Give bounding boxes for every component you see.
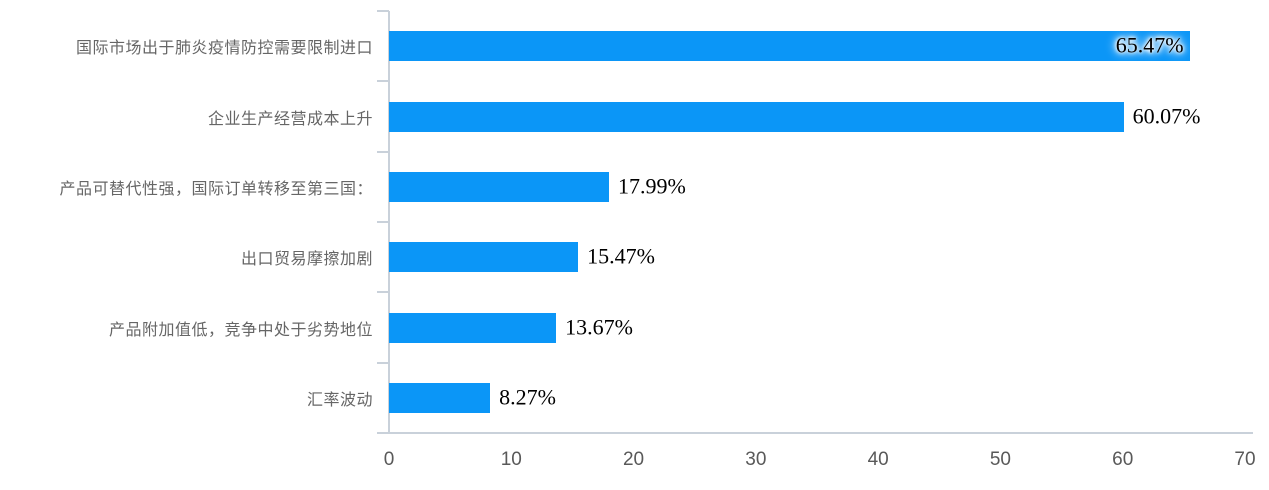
category-label: 国际市场出于肺炎疫情防控需要限制进口 [75,40,373,58]
y-axis-tick [377,150,389,153]
x-axis-tick-label: 20 [622,449,645,470]
bar [389,171,609,202]
value-label: 65.47% [1115,32,1184,58]
x-axis-tick-label: 70 [1234,449,1256,470]
x-axis-tick-label: 40 [867,449,889,470]
y-axis-tick [377,361,389,364]
bar [389,242,579,273]
category-label: 产品附加值低，竞争中处于劣势地位 [108,321,373,339]
category-label: 出口贸易摩擦加剧 [240,251,373,269]
value-label: 13.67% [565,313,633,339]
value-label: 17.99% [617,173,686,199]
y-axis-tick [377,10,389,12]
category-label: 产品可替代性强，国际订单转移至第三国： [59,180,373,198]
bar [389,312,557,343]
y-axis-line [388,11,390,433]
x-axis-tick-label: 60 [1112,449,1134,470]
x-axis-line [389,432,1253,434]
category-label: 汇率波动 [306,391,373,409]
bar [389,31,1190,62]
category-label: 企业生产经营成本上升 [207,110,373,128]
y-axis-tick [377,432,389,434]
value-label: 60.07% [1132,102,1201,128]
x-axis-tick-label: 0 [383,449,395,470]
bar [389,101,1124,132]
value-label: 15.47% [587,243,655,269]
y-axis-tick [377,221,389,223]
x-axis-tick-label: 50 [989,449,1011,470]
x-axis-tick-label: 30 [745,449,767,470]
x-axis-tick-label: 10 [500,449,522,470]
value-label: 8.27% [499,384,556,410]
y-axis-tick [377,291,389,294]
y-axis-tick [377,80,389,83]
bar [389,382,491,413]
